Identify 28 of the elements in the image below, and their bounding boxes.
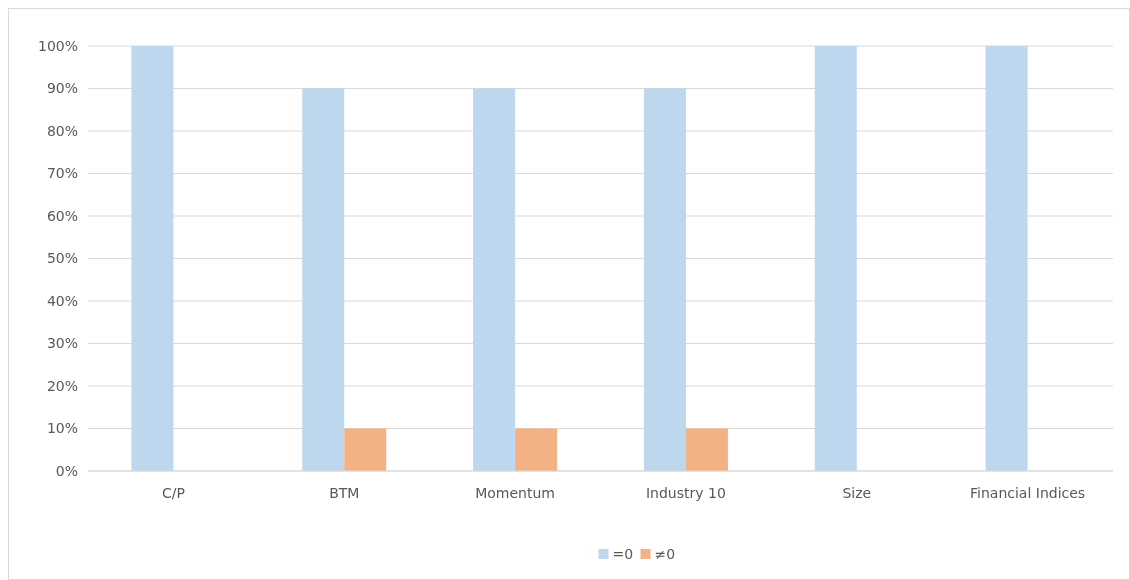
bar xyxy=(344,428,387,471)
y-tick-label: 40% xyxy=(46,292,78,309)
y-tick-label: 90% xyxy=(46,80,78,97)
y-tick-label: 80% xyxy=(46,122,78,139)
x-tick-label: Size xyxy=(842,485,872,501)
x-tick-label: C/P xyxy=(161,485,185,501)
x-tick-label: Industry 10 xyxy=(645,485,726,501)
x-tick-label: BTM xyxy=(329,485,360,501)
y-tick-label: 70% xyxy=(46,165,78,182)
y-tick-label: 60% xyxy=(46,207,78,224)
bar xyxy=(814,46,857,471)
bar xyxy=(685,428,728,471)
bar xyxy=(515,428,558,471)
x-tick-label: Financial Indices xyxy=(970,485,1086,501)
x-tick-label: Momentum xyxy=(475,485,555,501)
bar xyxy=(985,46,1028,471)
y-tick-label: 30% xyxy=(46,335,78,352)
legend-label: ≠0 xyxy=(654,545,676,562)
y-tick-label: 50% xyxy=(46,250,78,267)
y-tick-label: 20% xyxy=(46,377,78,394)
bar xyxy=(131,46,174,471)
bar xyxy=(302,88,345,471)
y-tick-label: 10% xyxy=(46,420,78,437)
y-tick-label: 0% xyxy=(55,462,78,479)
legend-label: =0 xyxy=(612,545,634,562)
bar xyxy=(643,88,686,471)
y-tick-label: 100% xyxy=(37,37,78,54)
bar xyxy=(473,88,516,471)
